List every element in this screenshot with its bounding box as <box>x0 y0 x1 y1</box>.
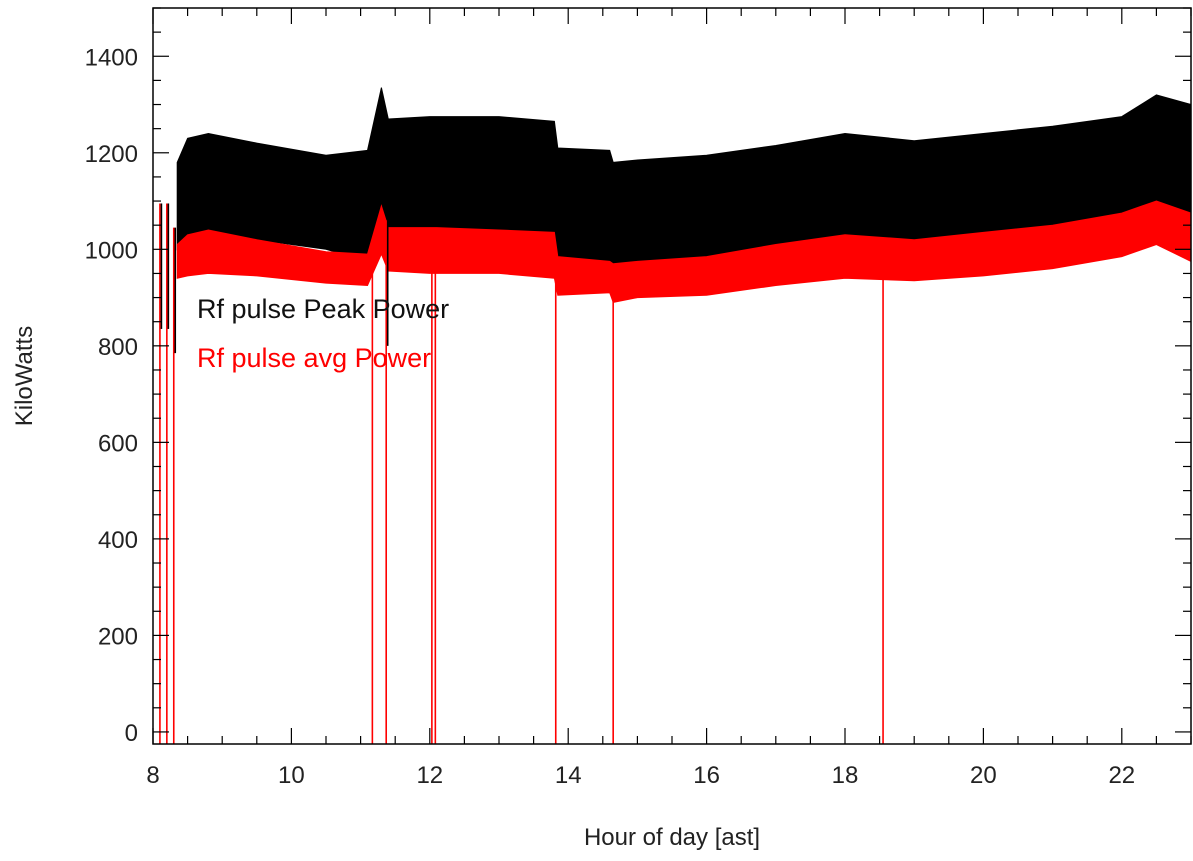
y-tick-label: 400 <box>98 527 138 554</box>
y-tick-label: 1200 <box>85 141 138 168</box>
y-tick-label: 600 <box>98 430 138 457</box>
x-tick-label: 10 <box>278 762 305 789</box>
x-tick-label: 18 <box>832 762 859 789</box>
y-tick-label: 0 <box>125 720 138 747</box>
x-tick-label: 8 <box>146 762 159 789</box>
y-axis-ticks: 0 200 400 600 800 1000 1200 1400 <box>85 7 1191 747</box>
power-dropouts <box>159 203 884 744</box>
legend-peak-power: Rf pulse Peak Power <box>197 294 449 324</box>
y-tick-label: 1000 <box>85 237 138 264</box>
x-tick-label: 14 <box>555 762 582 789</box>
x-tick-label: 22 <box>1108 762 1135 789</box>
y-tick-label: 200 <box>98 623 138 650</box>
x-tick-label: 16 <box>693 762 720 789</box>
x-tick-label: 20 <box>970 762 997 789</box>
y-tick-label: 1400 <box>85 44 138 71</box>
x-axis-title: Hour of day [ast] <box>584 824 760 851</box>
x-tick-label: 12 <box>416 762 443 789</box>
x-axis-ticks: 8 10 12 14 16 18 20 22 <box>146 8 1192 789</box>
y-tick-label: 800 <box>98 334 138 361</box>
y-axis-title: KiloWatts <box>11 326 38 426</box>
legend-avg-power: Rf pulse avg Power <box>197 343 431 373</box>
